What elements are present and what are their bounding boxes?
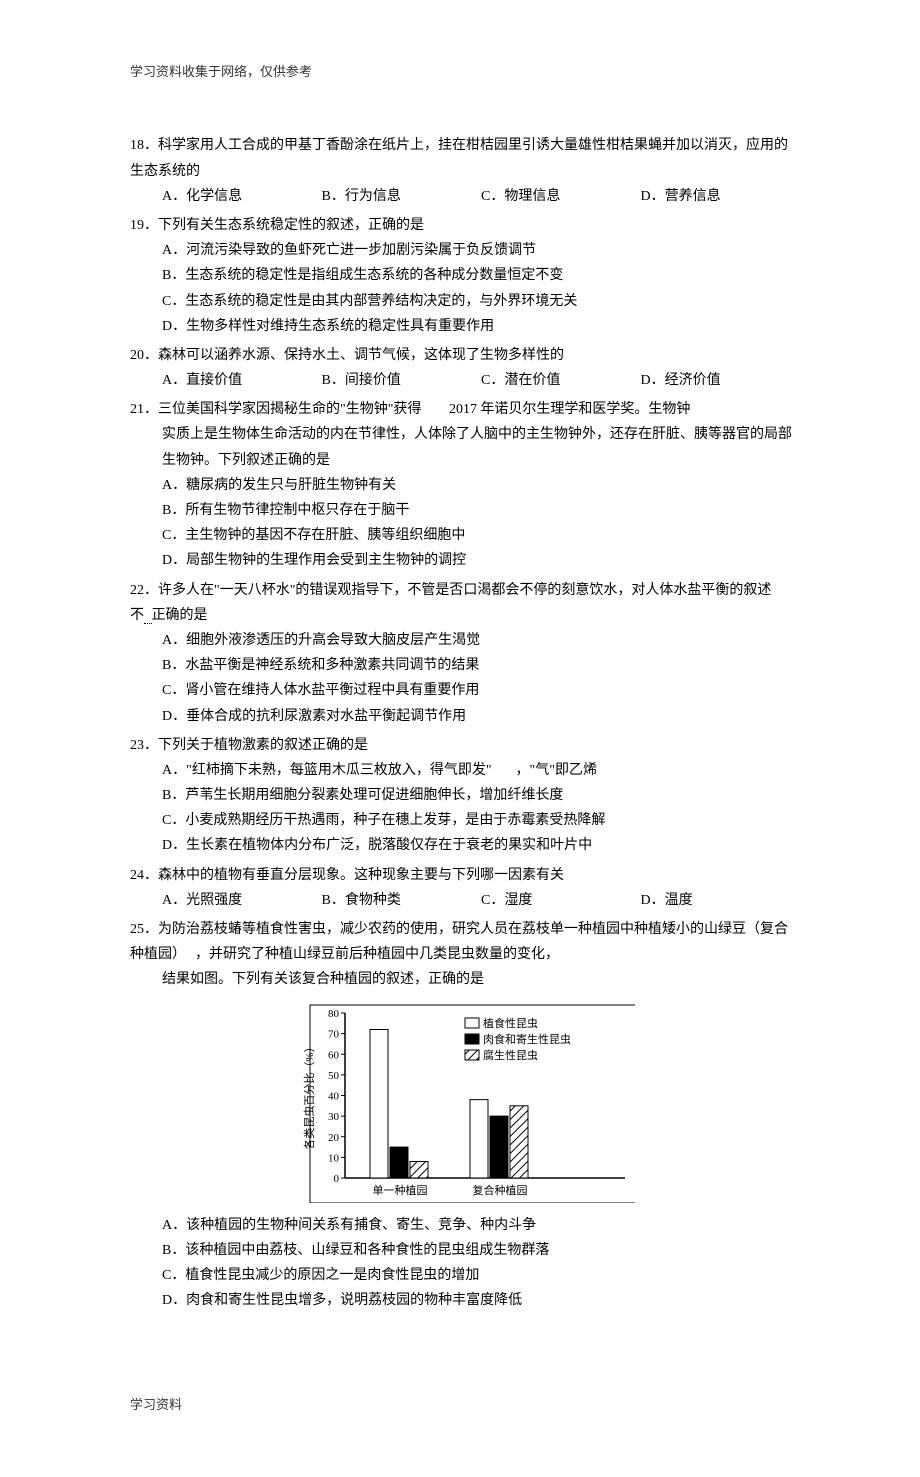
option-b: B．行为信息 [322, 184, 482, 209]
option-a: A．直接价值 [162, 368, 322, 393]
svg-text:40: 40 [328, 1090, 340, 1102]
option-a: A．化学信息 [162, 184, 322, 209]
q-stem: 森林可以涵养水源、保持水土、调节气候，这体现了生物多样性的 [158, 348, 564, 363]
option-d: D．肉食和寄生性昆虫增多，说明荔枝园的物种丰富度降低 [162, 1288, 800, 1313]
q-number: 20． [130, 348, 158, 363]
options: A．糖尿病的发生只与肝脏生物钟有关 B．所有生物节律控制中枢只存在于脑干 C．主… [130, 473, 800, 574]
svg-text:80: 80 [328, 1008, 340, 1020]
question-25: 25．为防治荔枝蝽等植食性害虫，减少农药的使用，研究人员在荔枝单一种植园中种植矮… [130, 917, 800, 1313]
option-c: C．小麦成熟期经历干热遇雨，种子在穗上发芽，是由于赤霉素受热降解 [162, 808, 800, 833]
svg-text:单一种植园: 单一种植园 [373, 1183, 428, 1197]
chart-container: 0 10 20 30 40 50 60 70 80 各类昆虫百分比（%） 单一种植园 复合种植园 植食性… [130, 1003, 800, 1203]
options: A．细胞外液渗透压的升高会导致大脑皮层产生渴觉 B．水盐平衡是神经系统和多种激素… [130, 628, 800, 729]
option-c: C．潜在价值 [481, 368, 641, 393]
option-d: D．经济价值 [641, 368, 801, 393]
q-stem: 三位美国科学家因揭秘生命的"生物钟"获得 [158, 402, 421, 417]
option-b: B．所有生物节律控制中枢只存在于脑干 [162, 498, 800, 523]
q-stem: 下列有关生态系统稳定性的叙述，正确的是 [158, 218, 424, 233]
option-c: C．肾小管在维持人体水盐平衡过程中具有重要作用 [162, 678, 800, 703]
q-number: 21． [130, 402, 158, 417]
svg-text:腐生性昆虫: 腐生性昆虫 [483, 1048, 538, 1062]
option-d: D．局部生物钟的生理作用会受到主生物钟的调控 [162, 548, 800, 573]
q-number: 18． [130, 138, 158, 153]
option-d: D．营养信息 [641, 184, 801, 209]
page-header: 学习资料收集于网络，仅供参考 [130, 60, 800, 83]
question-19: 19．下列有关生态系统稳定性的叙述，正确的是 A．河流污染导致的鱼虾死亡进一步加… [130, 213, 800, 339]
question-18: 18．科学家用人工合成的甲基丁香酚涂在纸片上，挂在柑桔园里引诱大量雄性柑桔果蝇并… [130, 133, 800, 209]
q-stem-part3: 结果如图。下列有关该复合种植园的叙述，正确的是 [130, 967, 800, 992]
q-number: 24． [130, 868, 158, 883]
option-b: B．芦苇生长期用细胞分裂素处理可促进细胞伸长，增加纤维长度 [162, 783, 800, 808]
question-24: 24．森林中的植物有垂直分层现象。这种现象主要与下列哪一因素有关 A．光照强度 … [130, 863, 800, 913]
question-22: 22．许多人在"一天八杯水"的错误观指导下，不管是否口渴都会不停的刻意饮水，对人… [130, 578, 800, 729]
option-d: D．生物多样性对维持生态系统的稳定性具有重要作用 [162, 314, 800, 339]
insect-bar-chart: 0 10 20 30 40 50 60 70 80 各类昆虫百分比（%） 单一种植园 复合种植园 植食性… [295, 1003, 635, 1203]
q-stem: 科学家用人工合成的甲基丁香酚涂在纸片上，挂在柑桔园里引诱大量雄性柑桔果蝇并加以消… [130, 138, 788, 178]
option-a: A．"红柿摘下未熟，每篮用木瓜三枚放入，得气即发" ，"气"即乙烯 [162, 758, 800, 783]
option-c: C．植食性昆虫减少的原因之一是肉食性昆虫的增加 [162, 1263, 800, 1288]
options: A．"红柿摘下未熟，每篮用木瓜三枚放入，得气即发" ，"气"即乙烯 B．芦苇生长期… [130, 758, 800, 859]
option-c: C．主生物钟的基因不存在肝脏、胰等组织细胞中 [162, 523, 800, 548]
q-stem-underline [144, 608, 152, 624]
q-stem-part2: 2017 年诺贝尔生理学和医学奖。生物钟 [449, 402, 691, 417]
option-c: C．生态系统的稳定性是由其内部营养结构决定的，与外界环境无关 [162, 289, 800, 314]
options: A．直接价值 B．间接价值 C．潜在价值 D．经济价值 [130, 368, 800, 393]
svg-text:20: 20 [328, 1131, 340, 1143]
option-a: A．河流污染导致的鱼虾死亡进一步加剧污染属于负反馈调节 [162, 238, 800, 263]
options: A．该种植园的生物种间关系有捕食、寄生、竞争、种内斗争 B．该种植园中由荔枝、山… [130, 1213, 800, 1314]
svg-text:植食性昆虫: 植食性昆虫 [483, 1016, 538, 1030]
option-c: C．湿度 [481, 888, 641, 913]
svg-text:各类昆虫百分比（%）: 各类昆虫百分比（%） [302, 1041, 316, 1149]
option-b: B．生态系统的稳定性是指组成生态系统的各种成分数量恒定不变 [162, 263, 800, 288]
options: A．光照强度 B．食物种类 C．湿度 D．温度 [130, 888, 800, 913]
q-stem: 许多人在"一天八杯水"的错误观指导下，不管是否口渴都会不停的刻意饮水，对人体水盐… [130, 583, 771, 623]
svg-text:10: 10 [328, 1152, 340, 1164]
q-number: 19． [130, 218, 158, 233]
question-21: 21．三位美国科学家因揭秘生命的"生物钟"获得 2017 年诺贝尔生理学和医学奖… [130, 397, 800, 573]
q-number: 23． [130, 738, 158, 753]
option-d: D．温度 [641, 888, 801, 913]
q-number: 22． [130, 583, 158, 598]
svg-text:70: 70 [328, 1028, 340, 1040]
option-a: A．该种植园的生物种间关系有捕食、寄生、竞争、种内斗争 [162, 1213, 800, 1238]
options: A．河流污染导致的鱼虾死亡进一步加剧污染属于负反馈调节 B．生态系统的稳定性是指… [130, 238, 800, 339]
options: A．化学信息 B．行为信息 C．物理信息 D．营养信息 [130, 184, 800, 209]
page-footer: 学习资料 [130, 1393, 800, 1416]
option-b: B．该种植园中由荔枝、山绿豆和各种食性的昆虫组成生物群落 [162, 1238, 800, 1263]
svg-text:60: 60 [328, 1049, 340, 1061]
option-a: A．细胞外液渗透压的升高会导致大脑皮层产生渴觉 [162, 628, 800, 653]
q-number: 25． [130, 922, 158, 937]
q-stem-part2: 正确的是 [152, 608, 208, 623]
option-a: A．光照强度 [162, 888, 322, 913]
question-23: 23．下列关于植物激素的叙述正确的是 A．"红柿摘下未熟，每篮用木瓜三枚放入，得… [130, 733, 800, 859]
option-d: D．生长素在植物体内分布广泛，脱落酸仅存在于衰老的果实和叶片中 [162, 833, 800, 858]
option-a: A．糖尿病的发生只与肝脏生物钟有关 [162, 473, 800, 498]
option-a-part2: ，"气"即乙烯 [516, 763, 597, 778]
option-b: B．水盐平衡是神经系统和多种激素共同调节的结果 [162, 653, 800, 678]
svg-text:50: 50 [328, 1069, 340, 1081]
svg-text:0: 0 [334, 1173, 340, 1185]
svg-text:复合种植园: 复合种植园 [473, 1183, 528, 1197]
option-d: D．垂体合成的抗利尿激素对水盐平衡起调节作用 [162, 704, 800, 729]
option-a-part1: A．"红柿摘下未熟，每篮用木瓜三枚放入，得气即发" [162, 763, 492, 778]
q-stem-part2: ，并研究了种植山绿豆前后种植园中几类昆虫数量的变化， [195, 947, 559, 962]
svg-text:30: 30 [328, 1111, 340, 1123]
q-stem-part3: 实质上是生物体生命活动的内在节律性，人体除了人脑中的主生物钟外，还存在肝脏、胰等… [130, 422, 800, 472]
option-c: C．物理信息 [481, 184, 641, 209]
question-20: 20．森林可以涵养水源、保持水土、调节气候，这体现了生物多样性的 A．直接价值 … [130, 343, 800, 393]
q-stem: 下列关于植物激素的叙述正确的是 [158, 738, 368, 753]
svg-text:肉食和寄生性昆虫: 肉食和寄生性昆虫 [483, 1032, 571, 1046]
option-b: B．间接价值 [322, 368, 482, 393]
q-stem: 森林中的植物有垂直分层现象。这种现象主要与下列哪一因素有关 [158, 868, 564, 883]
option-b: B．食物种类 [322, 888, 482, 913]
